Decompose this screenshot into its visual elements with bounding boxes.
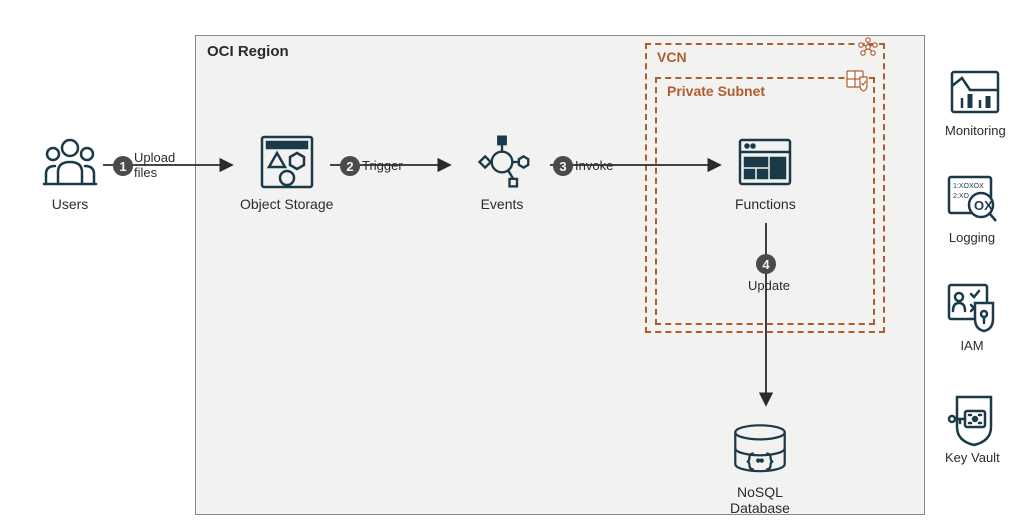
- flow-arrows: [0, 0, 1030, 523]
- edge-label-e2: Trigger: [362, 158, 403, 173]
- edge-label-e4: Update: [748, 278, 790, 293]
- step-badge-2: 2: [340, 156, 360, 176]
- step-badge-1: 1: [113, 156, 133, 176]
- step-badge-4: 4: [756, 254, 776, 274]
- edge-label-e1: Upload files: [134, 150, 175, 180]
- step-badge-3: 3: [553, 156, 573, 176]
- edge-label-e3: Invoke: [575, 158, 613, 173]
